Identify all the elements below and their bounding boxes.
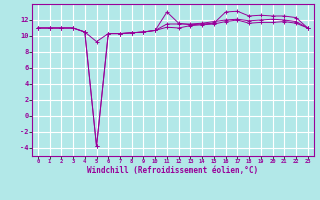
X-axis label: Windchill (Refroidissement éolien,°C): Windchill (Refroidissement éolien,°C) xyxy=(87,166,258,175)
